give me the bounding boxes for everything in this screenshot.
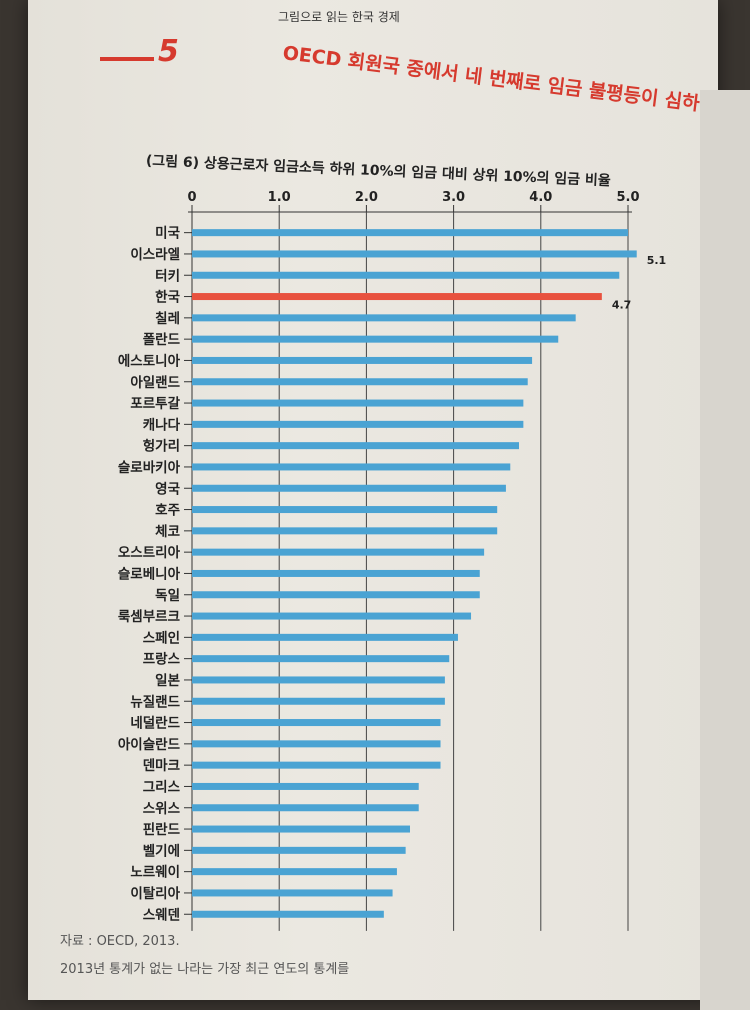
bar — [192, 740, 441, 748]
category-label: 에스토니아 — [118, 352, 181, 369]
bar — [192, 271, 620, 279]
bar — [192, 314, 576, 322]
category-label: 슬로베니아 — [118, 565, 181, 582]
category-label: 포르투갈 — [130, 396, 180, 412]
category-label: 미국 — [155, 226, 180, 242]
chapter-number: 5 — [158, 34, 179, 69]
x-tick-label: 5.0 — [616, 190, 639, 205]
bar — [192, 868, 397, 876]
bar — [192, 484, 506, 492]
category-label: 아일랜드 — [130, 374, 180, 391]
bar — [192, 527, 498, 535]
bar — [192, 463, 511, 471]
bar — [192, 548, 485, 556]
bar — [192, 633, 458, 641]
category-label: 프랑스 — [143, 652, 181, 668]
chapter-rule — [100, 57, 154, 61]
category-label: 스웨덴 — [143, 907, 180, 923]
category-label: 터키 — [155, 268, 180, 284]
x-tick-label: 4.0 — [529, 190, 552, 205]
category-label: 독일 — [155, 588, 180, 604]
category-label: 캐나다 — [143, 417, 181, 433]
bar — [192, 250, 637, 258]
bar — [192, 825, 410, 833]
category-label: 덴마크 — [143, 758, 180, 774]
running-head: 그림으로 읽는 한국 경제 — [278, 10, 400, 24]
category-label: 핀란드 — [143, 821, 181, 838]
source-note: 자료 : OECD, 2013. — [60, 934, 180, 949]
category-label: 스페인 — [143, 629, 180, 646]
bar — [192, 378, 528, 386]
category-label: 이탈리아 — [130, 885, 180, 902]
category-label: 슬로바키아 — [118, 459, 181, 476]
footnote: 2013년 통계가 없는 나라는 가장 최근 연도의 통계를 — [60, 962, 350, 977]
data-label: 4.7 — [612, 299, 632, 312]
bar-highlight — [192, 293, 602, 301]
bar — [192, 804, 419, 812]
data-label: 5.1 — [647, 254, 667, 267]
bar — [192, 356, 533, 364]
x-tick-label: 2.0 — [355, 190, 378, 205]
bar — [192, 569, 480, 577]
bar — [192, 506, 498, 514]
bar — [192, 442, 519, 450]
bar — [192, 676, 445, 684]
bar — [192, 420, 524, 428]
bar — [192, 910, 384, 918]
bar — [192, 697, 445, 705]
category-label: 일본 — [155, 673, 180, 689]
category-label: 호주 — [155, 503, 180, 519]
bar — [192, 846, 406, 854]
bar — [192, 889, 393, 897]
category-label: 노르웨이 — [130, 864, 180, 881]
bar — [192, 782, 419, 790]
category-label: 뉴질랜드 — [130, 693, 180, 710]
book-page: 그림으로 읽는 한국 경제 5 OECD 회원국 중에서 네 번째로 임금 불평… — [28, 0, 718, 1000]
category-label: 아이슬란드 — [118, 736, 181, 753]
category-label: 네덜란드 — [130, 715, 180, 732]
bar — [192, 655, 450, 663]
bar — [192, 399, 524, 407]
category-label: 스위스 — [143, 801, 181, 817]
category-label: 한국 — [155, 290, 180, 306]
bar — [192, 229, 628, 237]
category-label: 이스라엘 — [130, 246, 180, 263]
x-tick-label: 0 — [187, 190, 196, 205]
category-label: 오스트리아 — [118, 544, 181, 561]
x-tick-label: 1.0 — [268, 190, 291, 205]
category-label: 그리스 — [143, 779, 181, 795]
x-tick-label: 3.0 — [442, 190, 465, 205]
bar — [192, 335, 559, 343]
bar — [192, 719, 441, 727]
category-label: 영국 — [155, 480, 180, 497]
category-label: 폴란드 — [143, 331, 181, 348]
category-label: 칠레 — [155, 310, 180, 327]
category-label: 벨기에 — [143, 843, 180, 859]
category-label: 체코 — [155, 524, 180, 540]
facing-page — [700, 90, 750, 1010]
category-label: 룩셈부르크 — [118, 608, 180, 625]
bar — [192, 761, 441, 769]
bar — [192, 591, 480, 599]
bar — [192, 612, 472, 620]
category-label: 헝가리 — [143, 438, 180, 455]
